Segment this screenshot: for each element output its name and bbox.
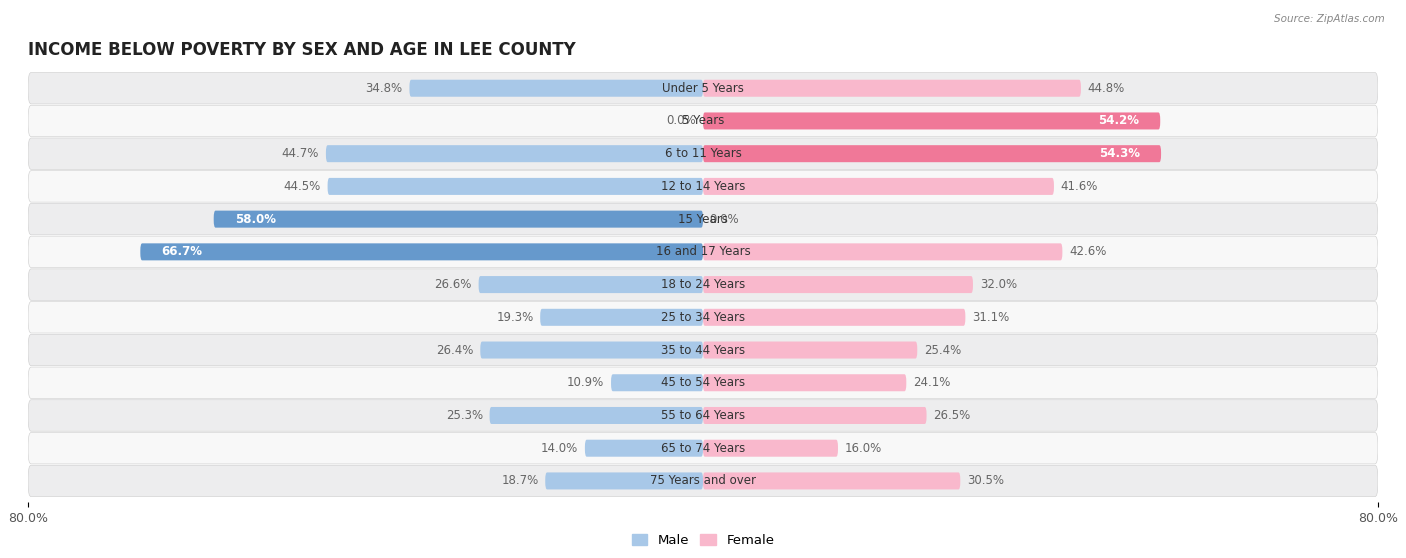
Text: 26.5%: 26.5% bbox=[934, 409, 970, 422]
FancyBboxPatch shape bbox=[28, 400, 1378, 431]
FancyBboxPatch shape bbox=[489, 407, 703, 424]
Text: Source: ZipAtlas.com: Source: ZipAtlas.com bbox=[1274, 14, 1385, 24]
FancyBboxPatch shape bbox=[703, 80, 1081, 97]
Text: 54.2%: 54.2% bbox=[1098, 114, 1139, 127]
Text: 32.0%: 32.0% bbox=[980, 278, 1017, 291]
FancyBboxPatch shape bbox=[28, 465, 1378, 497]
Text: 0.0%: 0.0% bbox=[666, 114, 696, 127]
Text: 54.3%: 54.3% bbox=[1099, 147, 1140, 160]
Text: 75 Years and over: 75 Years and over bbox=[650, 474, 756, 488]
FancyBboxPatch shape bbox=[546, 473, 703, 489]
FancyBboxPatch shape bbox=[540, 309, 703, 326]
Text: 44.5%: 44.5% bbox=[284, 180, 321, 193]
Legend: Male, Female: Male, Female bbox=[626, 528, 780, 552]
Text: 14.0%: 14.0% bbox=[541, 442, 578, 455]
Text: 44.7%: 44.7% bbox=[281, 147, 319, 160]
Text: 45 to 54 Years: 45 to 54 Years bbox=[661, 376, 745, 389]
FancyBboxPatch shape bbox=[703, 113, 1160, 129]
Text: Under 5 Years: Under 5 Years bbox=[662, 81, 744, 95]
FancyBboxPatch shape bbox=[28, 138, 1378, 170]
Text: 26.4%: 26.4% bbox=[436, 344, 474, 357]
FancyBboxPatch shape bbox=[478, 276, 703, 293]
Text: 25.4%: 25.4% bbox=[924, 344, 962, 357]
FancyBboxPatch shape bbox=[28, 171, 1378, 202]
Text: 24.1%: 24.1% bbox=[912, 376, 950, 389]
Text: 65 to 74 Years: 65 to 74 Years bbox=[661, 442, 745, 455]
Text: 10.9%: 10.9% bbox=[567, 376, 605, 389]
FancyBboxPatch shape bbox=[28, 334, 1378, 365]
FancyBboxPatch shape bbox=[28, 73, 1378, 104]
Text: 58.0%: 58.0% bbox=[235, 213, 276, 225]
FancyBboxPatch shape bbox=[585, 440, 703, 456]
Text: 15 Years: 15 Years bbox=[678, 213, 728, 225]
Text: INCOME BELOW POVERTY BY SEX AND AGE IN LEE COUNTY: INCOME BELOW POVERTY BY SEX AND AGE IN L… bbox=[28, 41, 576, 59]
Text: 31.1%: 31.1% bbox=[972, 311, 1010, 324]
Text: 25.3%: 25.3% bbox=[446, 409, 482, 422]
FancyBboxPatch shape bbox=[703, 341, 917, 359]
Text: 5 Years: 5 Years bbox=[682, 114, 724, 127]
FancyBboxPatch shape bbox=[409, 80, 703, 97]
FancyBboxPatch shape bbox=[481, 341, 703, 359]
Text: 42.6%: 42.6% bbox=[1069, 246, 1107, 258]
FancyBboxPatch shape bbox=[28, 204, 1378, 235]
Text: 16.0%: 16.0% bbox=[845, 442, 882, 455]
FancyBboxPatch shape bbox=[703, 309, 966, 326]
Text: 35 to 44 Years: 35 to 44 Years bbox=[661, 344, 745, 357]
Text: 44.8%: 44.8% bbox=[1088, 81, 1125, 95]
FancyBboxPatch shape bbox=[612, 374, 703, 391]
Text: 30.5%: 30.5% bbox=[967, 474, 1004, 488]
Text: 18 to 24 Years: 18 to 24 Years bbox=[661, 278, 745, 291]
Text: 26.6%: 26.6% bbox=[434, 278, 472, 291]
FancyBboxPatch shape bbox=[703, 276, 973, 293]
FancyBboxPatch shape bbox=[703, 473, 960, 489]
FancyBboxPatch shape bbox=[28, 432, 1378, 464]
Text: 66.7%: 66.7% bbox=[162, 246, 202, 258]
FancyBboxPatch shape bbox=[214, 210, 703, 228]
FancyBboxPatch shape bbox=[703, 145, 1161, 162]
Text: 16 and 17 Years: 16 and 17 Years bbox=[655, 246, 751, 258]
Text: 34.8%: 34.8% bbox=[366, 81, 402, 95]
Text: 0.0%: 0.0% bbox=[710, 213, 740, 225]
FancyBboxPatch shape bbox=[328, 178, 703, 195]
FancyBboxPatch shape bbox=[703, 178, 1054, 195]
FancyBboxPatch shape bbox=[28, 105, 1378, 137]
FancyBboxPatch shape bbox=[28, 269, 1378, 300]
Text: 19.3%: 19.3% bbox=[496, 311, 533, 324]
FancyBboxPatch shape bbox=[703, 243, 1063, 261]
FancyBboxPatch shape bbox=[703, 407, 927, 424]
FancyBboxPatch shape bbox=[326, 145, 703, 162]
Text: 25 to 34 Years: 25 to 34 Years bbox=[661, 311, 745, 324]
FancyBboxPatch shape bbox=[141, 243, 703, 261]
Text: 41.6%: 41.6% bbox=[1060, 180, 1098, 193]
FancyBboxPatch shape bbox=[28, 367, 1378, 398]
FancyBboxPatch shape bbox=[28, 236, 1378, 268]
Text: 55 to 64 Years: 55 to 64 Years bbox=[661, 409, 745, 422]
FancyBboxPatch shape bbox=[703, 374, 907, 391]
Text: 12 to 14 Years: 12 to 14 Years bbox=[661, 180, 745, 193]
Text: 6 to 11 Years: 6 to 11 Years bbox=[665, 147, 741, 160]
FancyBboxPatch shape bbox=[703, 440, 838, 456]
FancyBboxPatch shape bbox=[28, 301, 1378, 333]
Text: 18.7%: 18.7% bbox=[502, 474, 538, 488]
